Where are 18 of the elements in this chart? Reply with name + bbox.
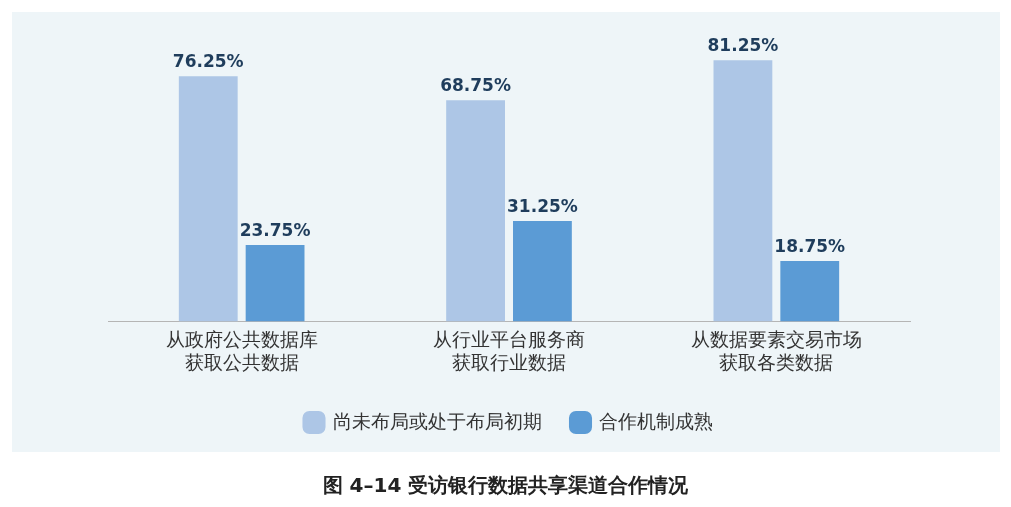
data-label: 31.25% <box>507 195 578 216</box>
data-label: 23.75% <box>239 219 311 240</box>
legend-label: 合作机制成熟 <box>599 410 713 432</box>
x-tick-label: 从行业平台服务商获取行业数据 <box>433 329 585 373</box>
data-label: 81.25% <box>707 35 779 56</box>
bar <box>178 76 238 322</box>
data-label: 18.75% <box>774 236 846 257</box>
data-label: 68.75% <box>440 75 511 96</box>
bar <box>446 100 505 322</box>
legend-label: 尚未布局或处于布局初期 <box>332 410 542 432</box>
x-tick-label: 从政府公共数据库获取公共数据 <box>165 329 318 373</box>
data-label: 76.25% <box>172 51 244 72</box>
x-tick-label: 从数据要素交易市场获取各类数据 <box>690 329 862 373</box>
bar <box>513 220 572 322</box>
bar <box>713 60 773 322</box>
text: 图 4–14 受访银行数据共享渠道合作情况 <box>321 472 690 499</box>
bar <box>780 261 840 322</box>
bar <box>245 245 305 322</box>
